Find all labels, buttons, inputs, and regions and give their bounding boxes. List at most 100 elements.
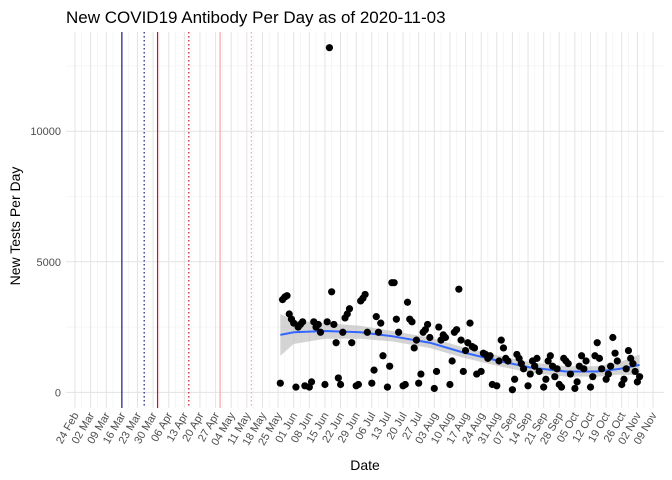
data-point	[299, 318, 307, 326]
y-tick-label: 5000	[37, 257, 61, 269]
data-point	[374, 328, 383, 336]
data-point	[457, 336, 465, 344]
data-point	[412, 336, 421, 344]
data-point	[531, 362, 539, 370]
data-point	[328, 288, 336, 296]
data-point	[606, 362, 615, 370]
data-point	[403, 298, 412, 306]
data-point	[415, 379, 423, 387]
data-point	[307, 378, 316, 386]
data-point	[519, 365, 528, 373]
data-point	[582, 357, 590, 365]
data-point	[546, 352, 554, 360]
data-point	[330, 320, 338, 329]
data-point	[292, 383, 300, 391]
data-point	[504, 357, 512, 365]
data-point	[636, 373, 644, 381]
data-point	[383, 383, 392, 391]
data-point	[321, 380, 329, 389]
y-tick-labels: 0 5000 10000	[30, 126, 61, 399]
data-point	[477, 367, 485, 376]
reference-lines	[121, 32, 252, 408]
data-point	[580, 365, 588, 373]
data-point	[540, 383, 548, 391]
data-point	[593, 339, 601, 347]
data-point	[524, 382, 532, 390]
data-point	[598, 365, 606, 373]
data-point	[410, 344, 418, 352]
data-point	[368, 379, 376, 387]
data-point	[316, 328, 325, 336]
data-point	[508, 386, 517, 394]
data-point	[624, 346, 633, 355]
confidence-band-area	[280, 314, 640, 377]
data-point	[620, 375, 628, 383]
data-point	[424, 320, 432, 329]
data-point	[495, 357, 503, 365]
data-point	[493, 382, 501, 390]
data-point	[497, 336, 505, 344]
data-point	[461, 346, 470, 355]
data-point	[339, 328, 347, 336]
data-point	[564, 360, 572, 368]
data-point	[470, 344, 479, 352]
data-point	[325, 44, 334, 52]
data-point	[377, 319, 385, 327]
data-point	[455, 285, 463, 293]
data-points	[276, 44, 644, 394]
y-tick-label: 0	[55, 387, 61, 399]
data-point	[535, 367, 543, 376]
data-point	[372, 313, 380, 321]
trend-line	[280, 329, 640, 373]
data-point	[499, 344, 508, 352]
data-point	[394, 328, 403, 336]
data-point	[345, 305, 354, 313]
data-point	[622, 365, 630, 373]
data-point	[448, 357, 456, 365]
data-point	[511, 375, 519, 383]
data-point	[486, 352, 494, 360]
data-point	[526, 370, 534, 378]
data-point	[392, 315, 400, 323]
data-point	[573, 378, 581, 386]
data-point	[348, 339, 356, 347]
data-point	[332, 339, 340, 347]
data-point	[453, 326, 461, 334]
data-point	[631, 367, 639, 376]
data-point	[613, 357, 621, 365]
data-point	[551, 373, 559, 381]
data-point	[566, 370, 575, 378]
trend-line-path	[280, 329, 640, 373]
data-point	[595, 354, 604, 362]
major-gridlines	[66, 32, 664, 408]
data-point	[354, 380, 363, 389]
data-point	[435, 323, 443, 331]
data-point	[466, 319, 474, 327]
data-point	[586, 383, 595, 391]
data-point	[571, 384, 579, 393]
data-point	[577, 352, 586, 360]
data-point	[441, 333, 450, 342]
data-point	[417, 370, 425, 378]
data-point	[334, 374, 342, 382]
data-point	[553, 365, 561, 373]
data-point	[323, 318, 331, 326]
minor-gridlines	[66, 32, 664, 408]
chart-title: New COVID19 Antibody Per Day as of 2020-…	[66, 8, 446, 27]
data-point	[459, 367, 467, 376]
data-point	[336, 380, 345, 389]
data-point	[361, 290, 369, 299]
data-point	[401, 380, 409, 389]
data-point	[363, 328, 371, 336]
data-point	[629, 360, 637, 368]
y-tick-label: 10000	[30, 126, 61, 138]
data-point	[446, 380, 454, 389]
data-point	[589, 373, 597, 381]
data-point	[386, 362, 394, 370]
data-point	[533, 354, 541, 362]
data-point	[609, 333, 617, 342]
data-point	[314, 320, 322, 329]
data-point	[379, 352, 387, 360]
